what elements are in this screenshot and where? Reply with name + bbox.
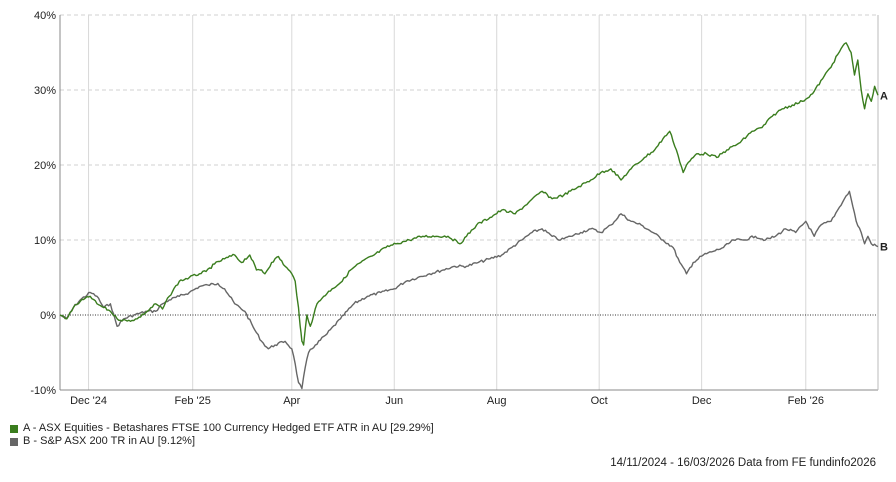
- series-end-label-a: A: [880, 90, 888, 102]
- y-tick-label: 20%: [34, 160, 56, 172]
- legend-swatch-a: [10, 424, 18, 433]
- x-tick-label: Aug: [487, 395, 507, 407]
- x-tick-label: Dec '24: [70, 395, 107, 407]
- x-tick-label: Feb '26: [788, 395, 824, 407]
- x-tick-label: Dec: [692, 395, 712, 407]
- chart-legend: A - ASX Equities - Betashares FTSE 100 C…: [10, 422, 434, 448]
- legend-entry-a: A - ASX Equities - Betashares FTSE 100 C…: [10, 422, 434, 435]
- legend-label-a: A - ASX Equities - Betashares FTSE 100 C…: [23, 422, 434, 434]
- y-tick-label: 30%: [34, 85, 56, 97]
- y-tick-label: 10%: [34, 235, 56, 247]
- legend-swatch-b: [10, 437, 18, 446]
- chart-series: [59, 42, 879, 390]
- series-line-b: [59, 190, 879, 390]
- x-tick-label: Feb '25: [175, 395, 211, 407]
- chart-labels: BA: [880, 90, 888, 253]
- series-line-a: [59, 42, 879, 346]
- chart-axes: -10% 0% 10% 20% 30% 40% Dec '24 Feb '25 Apr Jun Au…: [30, 10, 879, 407]
- date-range-footer: 14/11/2024 - 16/03/2026 Data from FE fun…: [610, 457, 876, 469]
- performance-chart: -10% 0% 10% 20% 30% 40% Dec '24 Feb '25 Apr Jun Au…: [30, 10, 888, 407]
- x-tick-label: Jun: [385, 395, 403, 407]
- legend-label-b: B - S&P ASX 200 TR in AU [9.12%]: [23, 435, 196, 447]
- x-tick-label: Apr: [283, 395, 300, 407]
- chart-grid: [60, 14, 878, 391]
- x-tick-label: Oct: [591, 395, 608, 407]
- y-tick-label: 40%: [34, 10, 56, 22]
- series-end-label-b: B: [880, 242, 888, 254]
- y-tick-label: 0%: [40, 310, 56, 322]
- y-tick-label: -10%: [30, 385, 56, 397]
- legend-entry-b: B - S&P ASX 200 TR in AU [9.12%]: [10, 435, 434, 448]
